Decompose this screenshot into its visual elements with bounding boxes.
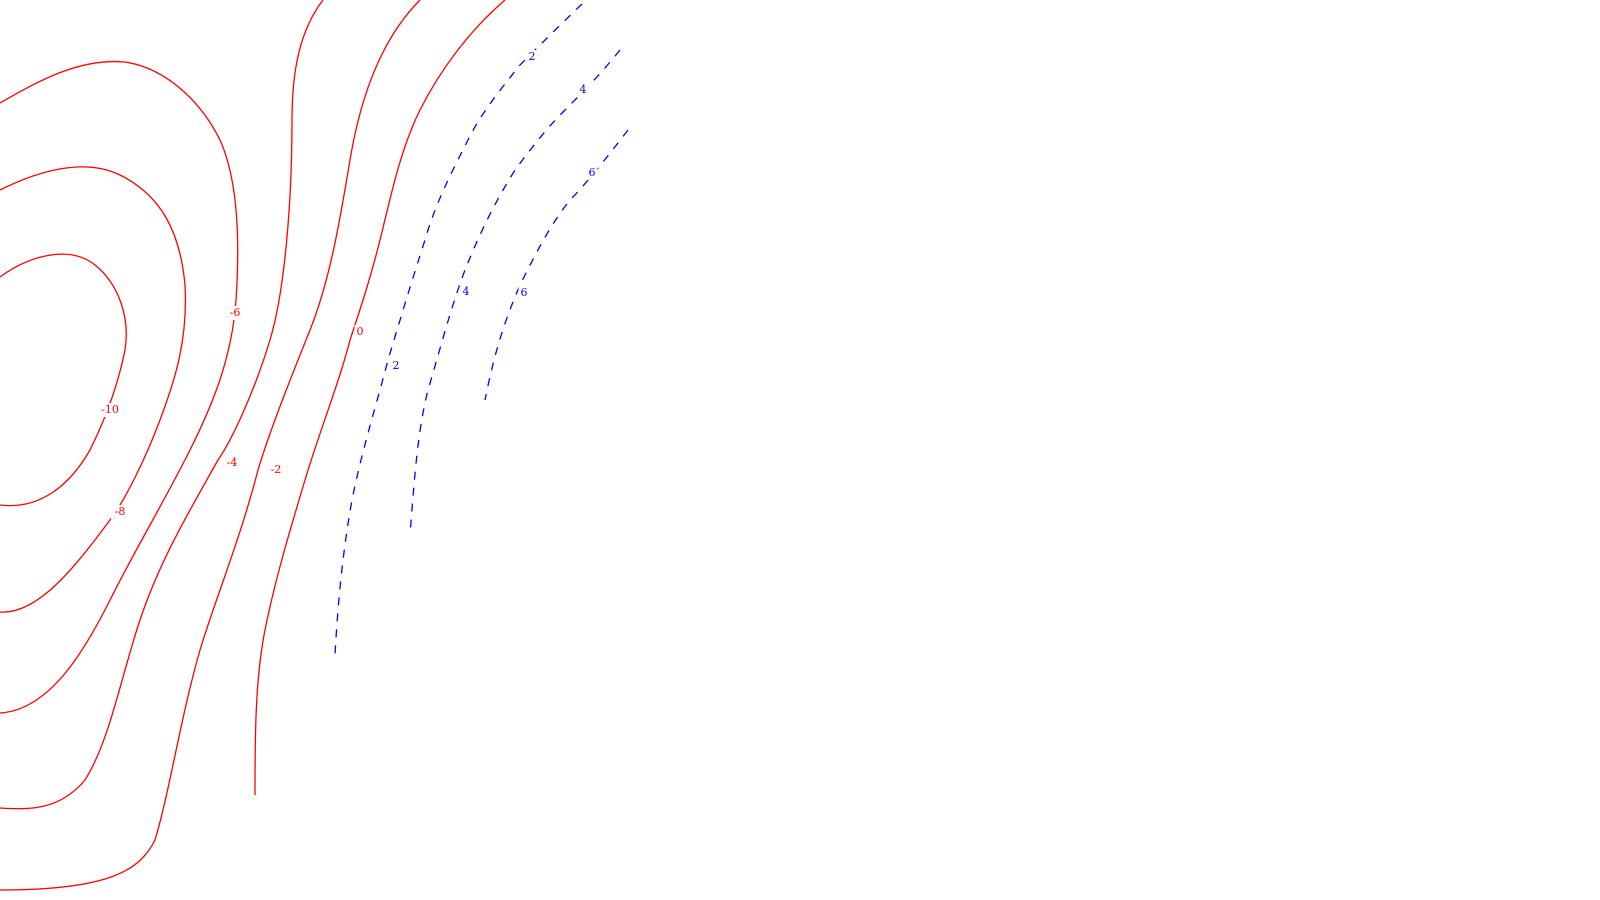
contour-line-0 — [254, 0, 506, 796]
contour-label: 4 — [463, 285, 470, 298]
contour-label: 0 — [357, 325, 364, 338]
contour-label-backing — [267, 463, 285, 477]
contour-label-backing — [223, 456, 241, 470]
contour-label: 2 — [393, 359, 400, 372]
contour-label-backing — [226, 306, 244, 320]
contour-line-neg8 — [0, 166, 187, 613]
contour-label: -2 — [271, 463, 282, 476]
contour-line-neg4 — [0, 0, 324, 810]
contour-label-backing — [354, 325, 366, 339]
contour-lines-group — [0, 0, 629, 891]
contour-label-backing — [390, 359, 402, 373]
contour-label: -4 — [227, 456, 238, 469]
contour-label-backing — [518, 286, 530, 300]
contour-label-backing — [97, 403, 123, 417]
contour-line-neg2 — [0, 0, 421, 891]
contour-label: 4 — [580, 83, 587, 96]
contour-line-4 — [409, 49, 621, 536]
contour-label-backing — [526, 50, 538, 64]
contour-label: 6 — [521, 286, 528, 299]
contour-label: -6 — [230, 306, 241, 319]
contour-label: 2 — [529, 50, 536, 63]
contour-label-backing — [460, 285, 472, 299]
contour-label-backing — [577, 83, 589, 97]
contour-labels-group: -10 -8 -6 -4 -2 0 2 2 4 4 6 6 — [97, 50, 598, 519]
contour-label: -8 — [115, 505, 126, 518]
contour-line-2 — [334, 3, 583, 656]
contour-label: -10 — [101, 403, 119, 416]
contour-line-neg10 — [0, 253, 127, 507]
contour-label-backing — [586, 166, 598, 180]
contour-label-backing — [111, 505, 129, 519]
contour-label: 6 — [589, 166, 596, 179]
